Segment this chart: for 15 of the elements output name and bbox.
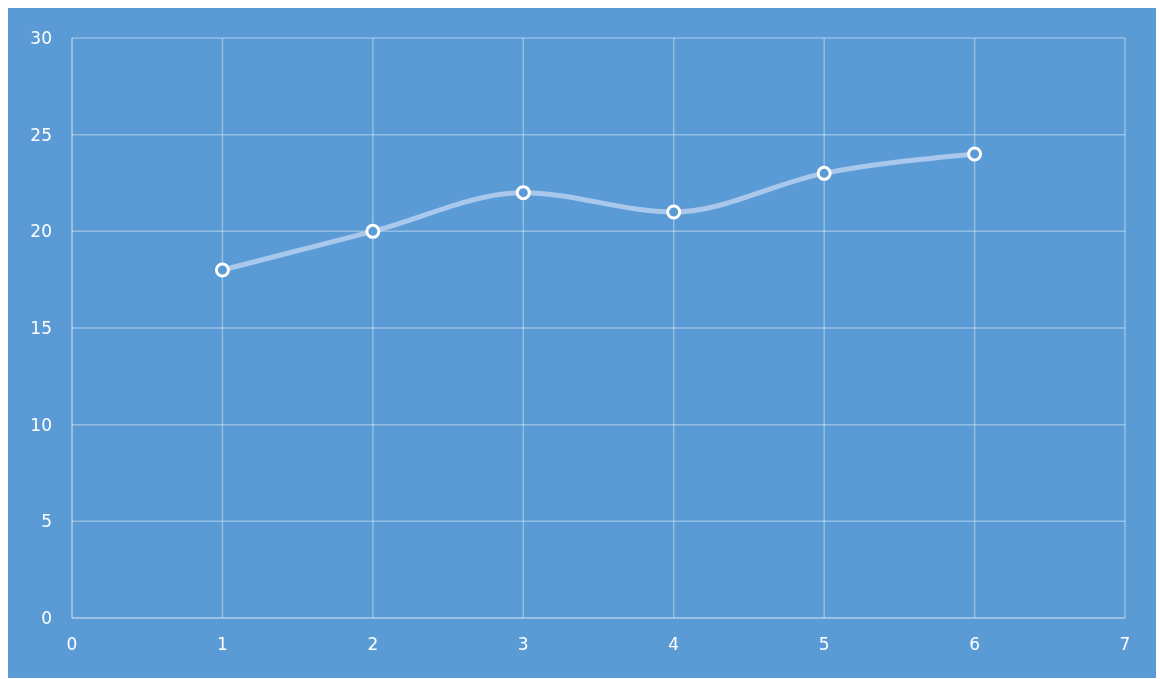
x-tick-label: 5 — [818, 634, 830, 655]
x-tick-label: 7 — [1119, 634, 1131, 655]
x-tick-label: 0 — [66, 634, 78, 655]
y-tick-label: 0 — [41, 608, 52, 629]
y-tick-label: 20 — [30, 221, 52, 242]
x-tick-label: 1 — [217, 634, 228, 655]
x-tick-label: 2 — [367, 634, 379, 655]
y-tick-label: 10 — [30, 414, 52, 435]
x-tick-label: 6 — [969, 634, 980, 655]
y-tick-label: 25 — [30, 124, 52, 145]
x-tick-label: 4 — [668, 634, 680, 655]
y-tick-label: 15 — [30, 318, 52, 339]
x-tick-label: 3 — [517, 634, 529, 655]
y-tick-label: 30 — [30, 28, 52, 49]
y-tick-label: 5 — [41, 511, 52, 532]
